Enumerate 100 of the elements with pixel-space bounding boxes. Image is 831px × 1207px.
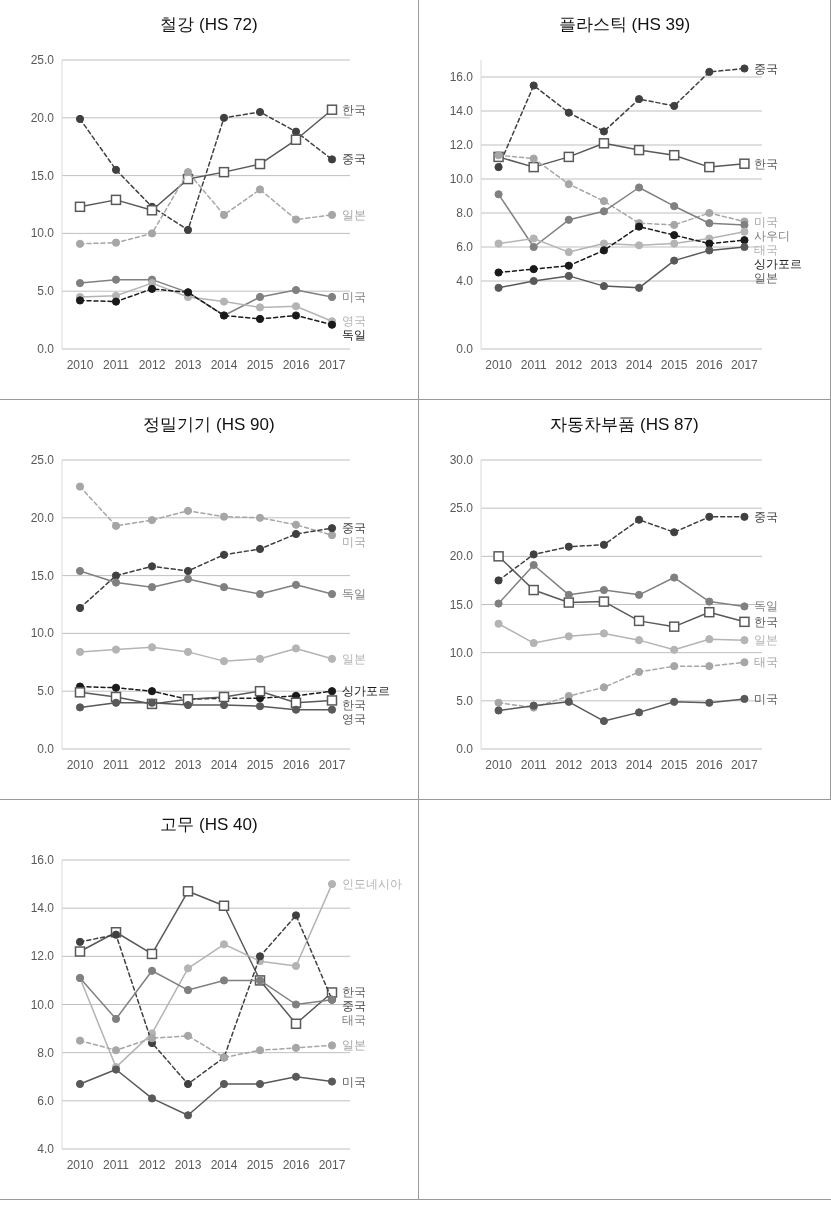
y-tick-label: 10.0 xyxy=(30,626,55,641)
y-tick-label: 10.0 xyxy=(30,997,55,1012)
y-tick-label: 4.0 xyxy=(456,274,474,288)
x-tick-label: 2010 xyxy=(66,1158,94,1172)
y-tick-label: 25.0 xyxy=(30,53,55,67)
series-label: 영국 xyxy=(342,712,366,727)
x-tick-label: 2011 xyxy=(103,1158,130,1172)
x-tick-label: 2014 xyxy=(210,358,238,372)
x-tick-label: 2014 xyxy=(210,758,238,772)
y-tick-label: 12.0 xyxy=(30,949,55,964)
series-label: 중국 xyxy=(754,509,779,524)
x-tick-label: 2016 xyxy=(282,1158,310,1172)
x-tick-label: 2014 xyxy=(210,1158,238,1172)
y-tick-label: 0.0 xyxy=(456,742,474,756)
y-tick-label: 12.0 xyxy=(449,138,474,152)
series-label: 일본 xyxy=(754,270,779,285)
y-tick-label: 10.0 xyxy=(449,172,474,186)
series-label: 태국 xyxy=(754,242,779,257)
x-tick-label: 2013 xyxy=(174,758,202,772)
series-label: 한국 xyxy=(342,985,366,1000)
series-label: 중국 xyxy=(754,61,779,76)
y-tick-label: 0.0 xyxy=(37,342,55,356)
chart-title: 철강 (HS 72) xyxy=(160,15,258,34)
y-tick-label: 16.0 xyxy=(449,70,474,84)
y-tick-label: 8.0 xyxy=(456,206,474,220)
series-label: 미국 xyxy=(342,535,366,550)
y-tick-label: 6.0 xyxy=(456,240,474,254)
y-tick-label: 10.0 xyxy=(449,645,474,660)
y-tick-label: 14.0 xyxy=(449,104,474,118)
x-tick-label: 2016 xyxy=(282,358,310,372)
x-tick-label: 2011 xyxy=(103,758,130,772)
x-tick-label: 2012 xyxy=(555,358,583,372)
series-label: 일본 xyxy=(342,1038,366,1053)
series-label: 태국 xyxy=(754,655,779,670)
chart-title: 자동차부품 (HS 87) xyxy=(550,415,699,434)
x-tick-label: 2013 xyxy=(590,358,618,372)
y-tick-label: 20.0 xyxy=(30,110,55,125)
x-tick-label: 2016 xyxy=(695,758,723,772)
y-tick-label: 10.0 xyxy=(30,226,55,241)
y-tick-label: 15.0 xyxy=(449,597,474,612)
x-tick-label: 2017 xyxy=(731,358,759,372)
series-label: 사우디 xyxy=(754,228,791,243)
x-tick-label: 2013 xyxy=(590,758,618,772)
x-tick-label: 2016 xyxy=(282,758,310,772)
x-tick-label: 2014 xyxy=(625,758,653,772)
x-tick-label: 2013 xyxy=(174,358,202,372)
y-tick-label: 5.0 xyxy=(37,284,55,299)
series-label: 중국 xyxy=(342,152,366,167)
series-label: 일본 xyxy=(342,207,366,222)
series-label: 한국 xyxy=(342,698,366,713)
x-tick-label: 2010 xyxy=(66,358,94,372)
series-label: 중국 xyxy=(342,521,366,536)
y-tick-label: 5.0 xyxy=(456,693,474,708)
x-tick-label: 2012 xyxy=(138,358,166,372)
y-tick-label: 14.0 xyxy=(30,901,55,916)
series-label: 중국 xyxy=(342,999,366,1014)
series-label: 일본 xyxy=(754,633,779,648)
series-label: 한국 xyxy=(754,156,779,171)
x-tick-label: 2012 xyxy=(138,1158,166,1172)
series-label: 일본 xyxy=(342,651,366,666)
chart-title: 플라스틱 (HS 39) xyxy=(558,15,691,34)
series-label: 독일 xyxy=(754,599,779,614)
y-tick-label: 6.0 xyxy=(37,1093,55,1108)
y-tick-label: 15.0 xyxy=(30,568,55,583)
x-tick-label: 2015 xyxy=(246,358,274,372)
x-tick-label: 2015 xyxy=(246,758,274,772)
x-tick-label: 2011 xyxy=(103,358,130,372)
x-tick-label: 2010 xyxy=(485,358,513,372)
series-label: 한국 xyxy=(342,102,366,117)
series-label: 미국 xyxy=(342,289,366,304)
series-label: 한국 xyxy=(754,614,779,629)
chart-title: 정밀기기 (HS 90) xyxy=(143,415,275,434)
y-tick-label: 20.0 xyxy=(449,549,474,564)
y-tick-label: 16.0 xyxy=(30,853,55,867)
series-label: 태국 xyxy=(342,1013,366,1028)
series-label: 미국 xyxy=(754,214,779,229)
y-tick-label: 25.0 xyxy=(449,501,474,516)
series-label: 영국 xyxy=(342,314,366,329)
series-label: 독일 xyxy=(342,587,366,602)
x-tick-label: 2010 xyxy=(485,758,513,772)
series-label: 독일 xyxy=(342,328,366,343)
series-label: 미국 xyxy=(342,1074,366,1089)
x-tick-label: 2011 xyxy=(520,358,547,372)
chart-title: 고무 (HS 40) xyxy=(160,815,258,834)
y-tick-label: 15.0 xyxy=(30,168,55,183)
x-tick-label: 2015 xyxy=(660,358,688,372)
x-tick-label: 2014 xyxy=(625,358,653,372)
y-tick-label: 0.0 xyxy=(37,742,55,756)
x-tick-label: 2017 xyxy=(318,1158,346,1172)
x-tick-label: 2017 xyxy=(318,358,346,372)
y-tick-label: 0.0 xyxy=(456,342,474,356)
series-label: 싱가포르 xyxy=(754,256,803,271)
x-tick-label: 2015 xyxy=(660,758,688,772)
x-tick-label: 2016 xyxy=(695,358,723,372)
x-tick-label: 2011 xyxy=(520,758,547,772)
series-label: 싱가포르 xyxy=(342,684,390,699)
x-tick-label: 2012 xyxy=(138,758,166,772)
y-tick-label: 5.0 xyxy=(37,684,55,699)
x-tick-label: 2012 xyxy=(555,758,583,772)
x-tick-label: 2013 xyxy=(174,1158,202,1172)
